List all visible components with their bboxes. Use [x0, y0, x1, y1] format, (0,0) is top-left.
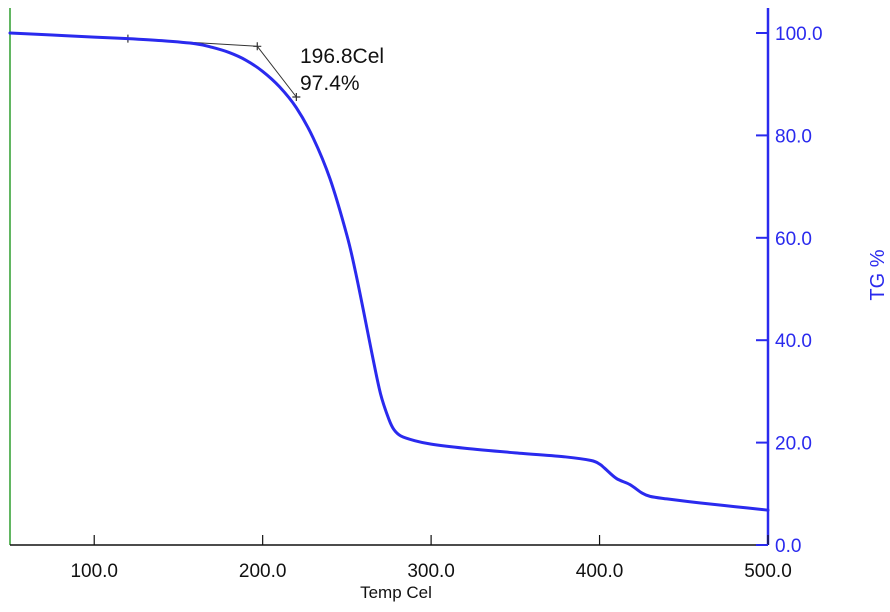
x-tick-label: 100.0 — [70, 561, 118, 582]
x-tick-label: 200.0 — [239, 561, 287, 582]
onset-tangent — [256, 46, 297, 98]
tg-series-line — [8, 31, 770, 512]
onset-temperature-label: 196.8Cel — [300, 45, 384, 68]
y-tick-label: 100.0 — [775, 24, 823, 45]
y-axis-title: TG % — [867, 249, 889, 300]
x-ticks: 100.0 200.0 300.0 400.0 500.0 — [70, 535, 792, 582]
y-tick-label: 60.0 — [775, 229, 812, 250]
onset-construction — [123, 34, 301, 101]
y-tick-label: 80.0 — [775, 126, 812, 147]
onset-marker — [253, 42, 262, 51]
axes — [9, 8, 770, 546]
onset-marker — [292, 93, 301, 101]
y-tick-label: 20.0 — [775, 434, 812, 455]
series-layer — [8, 31, 770, 512]
x-tick-label: 300.0 — [407, 561, 455, 582]
y-ticks: 0.0 20.0 40.0 60.0 80.0 100.0 — [756, 24, 823, 557]
y-tick-label: 0.0 — [775, 536, 801, 557]
x-tick-label: 500.0 — [744, 561, 792, 582]
y-tick-label: 40.0 — [775, 331, 812, 352]
x-tick-label: 400.0 — [576, 561, 624, 582]
x-axis-title: Temp Cel — [360, 583, 432, 602]
onset-mass-label: 97.4% — [300, 72, 360, 95]
